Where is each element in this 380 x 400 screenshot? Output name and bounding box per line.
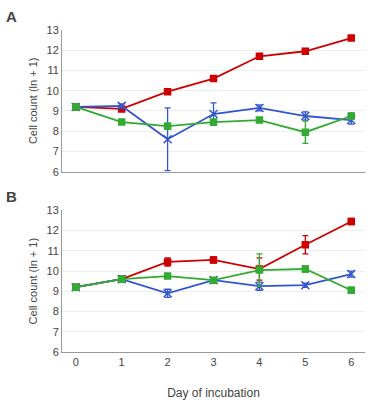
svg-text:10: 10	[47, 85, 59, 97]
svg-text:8: 8	[53, 125, 59, 137]
svg-text:8: 8	[53, 305, 59, 317]
svg-text:9: 9	[53, 105, 59, 117]
svg-text:Cell count (ln + 1): Cell count (ln + 1)	[27, 58, 39, 145]
svg-text:12: 12	[47, 44, 59, 56]
svg-text:13: 13	[47, 24, 59, 36]
svg-text:12: 12	[47, 224, 59, 236]
svg-text:7: 7	[53, 145, 59, 157]
svg-text:0: 0	[73, 356, 79, 368]
svg-text:Cell count (ln + 1): Cell count (ln + 1)	[27, 238, 39, 325]
svg-text:A: A	[6, 8, 17, 25]
svg-text:7: 7	[53, 326, 59, 338]
svg-text:Day of incubation: Day of incubation	[167, 386, 260, 400]
svg-text:3: 3	[210, 356, 216, 368]
svg-text:2: 2	[165, 356, 171, 368]
svg-text:1: 1	[119, 356, 125, 368]
svg-text:5: 5	[302, 356, 308, 368]
svg-text:6: 6	[348, 356, 354, 368]
svg-text:9: 9	[53, 285, 59, 297]
svg-text:4: 4	[256, 356, 262, 368]
svg-text:11: 11	[47, 64, 58, 76]
svg-text:6: 6	[53, 346, 59, 358]
svg-text:13: 13	[47, 204, 59, 216]
svg-text:6: 6	[53, 166, 59, 178]
svg-text:10: 10	[47, 265, 59, 277]
svg-text:11: 11	[47, 245, 58, 257]
svg-text:B: B	[6, 188, 17, 205]
